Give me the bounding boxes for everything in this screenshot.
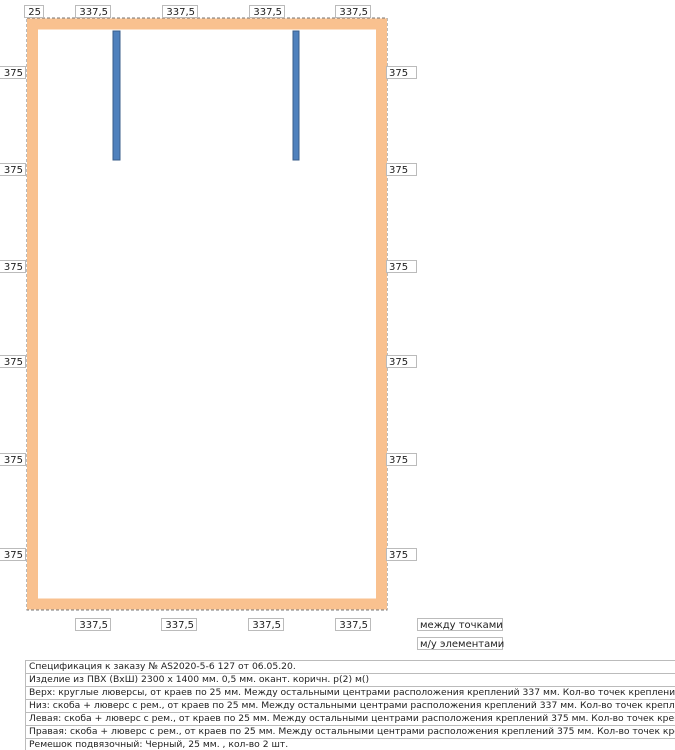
spec-row: Правая: скоба + люверс с рем., от краев … [25, 725, 675, 739]
spec-text: Левая: скоба + люверс с рем., от краев п… [25, 712, 675, 726]
left-label: 375 [0, 453, 26, 466]
spec-row: Низ: скоба + люверс с рем., от краев по … [25, 699, 675, 713]
left-label: 375 [0, 355, 26, 368]
spec-row: Ремешок подвязочный: Черный, 25 мм. , ко… [25, 738, 675, 750]
spec-row: Изделие из ПВХ (ВхШ) 2300 х 1400 мм. 0,5… [25, 673, 675, 687]
spec-row: Спецификация к заказу № AS2020-5-6 127 о… [25, 660, 675, 674]
right-label: 375 [386, 260, 417, 273]
right-label: 375 [386, 163, 417, 176]
bottom-label: 337,5 [335, 618, 371, 631]
spec-text: Ремешок подвязочный: Черный, 25 мм. , ко… [25, 738, 675, 750]
top-label: 337,5 [75, 5, 111, 18]
spec-table: Спецификация к заказу № AS2020-5-6 127 о… [25, 660, 675, 750]
note: между точками [417, 618, 503, 631]
spec-text: Изделие из ПВХ (ВхШ) 2300 х 1400 мм. 0,5… [25, 673, 675, 687]
spec-text: Спецификация к заказу № AS2020-5-6 127 о… [25, 660, 675, 674]
strap [292, 30, 300, 161]
top-label: 337,5 [162, 5, 198, 18]
right-label: 375 [386, 66, 417, 79]
bottom-label: 337,5 [75, 618, 111, 631]
right-label: 375 [386, 548, 417, 561]
right-label: 375 [386, 355, 417, 368]
spec-text: Низ: скоба + люверс с рем., от краев по … [25, 699, 675, 713]
right-label: 375 [386, 453, 417, 466]
spec-row: Левая: скоба + люверс с рем., от краев п… [25, 712, 675, 726]
banner-border [27, 18, 387, 610]
top-label: 25 [24, 5, 44, 18]
spec-text: Верх: круглые люверсы, от краев по 25 мм… [25, 686, 675, 700]
bottom-label: 337,5 [248, 618, 284, 631]
top-label: 337,5 [249, 5, 285, 18]
spec-row: Верх: круглые люверсы, от краев по 25 мм… [25, 686, 675, 700]
left-label: 375 [0, 548, 26, 561]
strap [112, 30, 121, 161]
bottom-label: 337,5 [161, 618, 197, 631]
left-label: 375 [0, 163, 26, 176]
left-label: 375 [0, 260, 26, 273]
note: м/у элементами [417, 637, 504, 650]
left-label: 375 [0, 66, 26, 79]
top-label: 337,5 [335, 5, 371, 18]
spec-text: Правая: скоба + люверс с рем., от краев … [25, 725, 675, 739]
